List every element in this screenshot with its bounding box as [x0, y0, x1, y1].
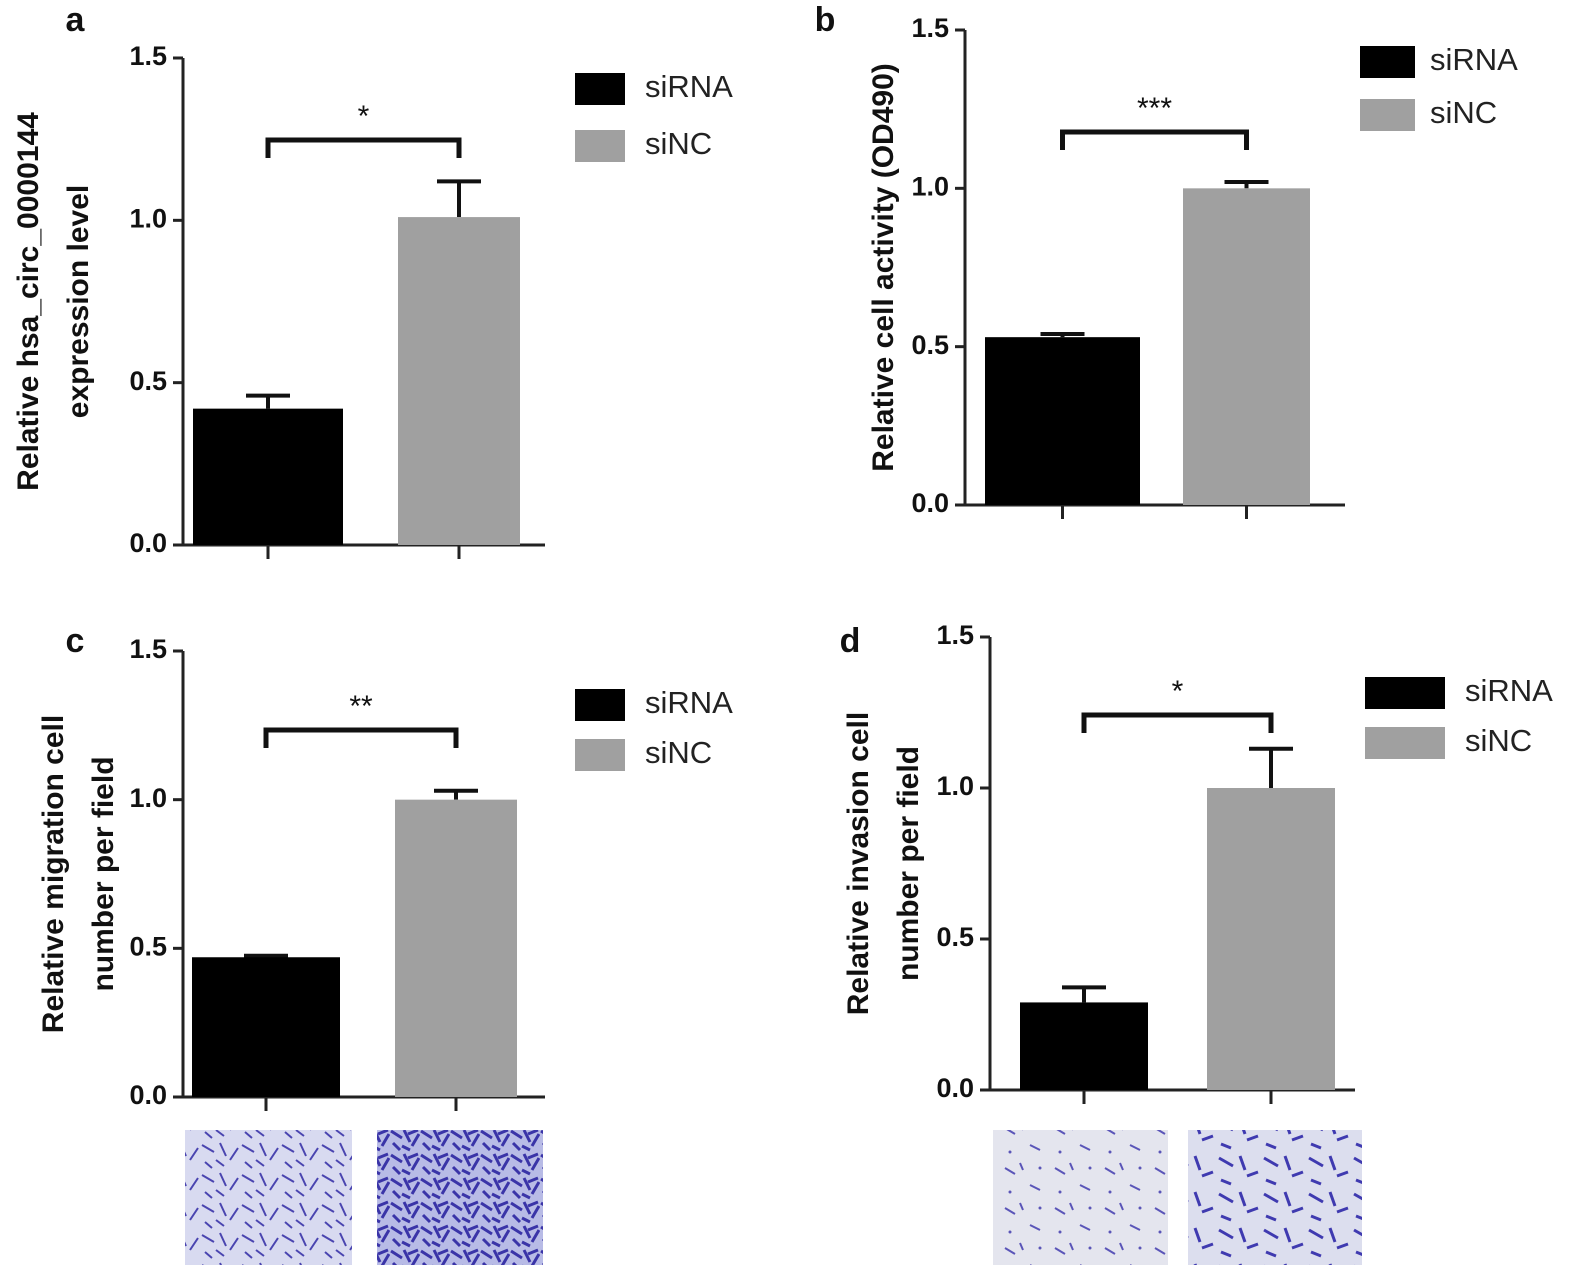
y-tick-label: 0.0 — [936, 1073, 974, 1103]
y-tick-label: 1.0 — [936, 771, 974, 801]
significance-bracket — [1060, 129, 1249, 150]
significance-label: * — [358, 100, 370, 133]
panel-label: a — [66, 1, 86, 39]
bar — [1020, 1002, 1148, 1090]
bar — [192, 957, 340, 1097]
micrograph — [993, 1130, 1168, 1265]
bar — [193, 408, 343, 545]
y-tick-label: 1.0 — [129, 783, 167, 813]
bar — [1183, 188, 1310, 506]
legend-label: siNC — [1465, 723, 1532, 758]
micrograph — [1188, 1130, 1362, 1265]
panel-label: d — [840, 622, 861, 660]
legend-swatch — [575, 689, 625, 721]
y-axis-label: expression level — [62, 185, 95, 418]
y-axis-label: Relative cell activity (OD490) — [867, 63, 900, 472]
legend-label: siRNA — [645, 685, 733, 720]
micrograph — [185, 1130, 352, 1265]
panel-label: c — [66, 622, 85, 660]
legend-label: siRNA — [1430, 42, 1518, 77]
y-tick-label: 0.0 — [129, 528, 167, 558]
y-tick-label: 0.5 — [936, 922, 974, 952]
y-axis-label: number per field — [87, 756, 120, 991]
bar — [1207, 788, 1335, 1090]
y-tick-label: 1.0 — [129, 203, 167, 233]
legend-label: siNC — [1430, 95, 1497, 130]
micrograph — [377, 1130, 543, 1265]
panel-label: b — [815, 1, 836, 39]
y-tick-label: 1.5 — [129, 41, 167, 71]
y-tick-label: 1.5 — [911, 13, 949, 43]
significance-bracket — [1081, 712, 1274, 733]
bar — [398, 217, 520, 545]
y-tick-label: 0.0 — [129, 1080, 167, 1110]
y-tick-label: 1.0 — [911, 171, 949, 201]
legend-swatch — [1365, 677, 1445, 709]
y-tick-label: 0.5 — [129, 931, 167, 961]
significance-bracket — [263, 727, 459, 748]
y-tick-label: 1.5 — [129, 634, 167, 664]
y-tick-label: 0.5 — [911, 330, 949, 360]
bar — [395, 799, 517, 1097]
legend-swatch — [575, 73, 625, 105]
y-axis-label: Relative invasion cell — [842, 712, 875, 1015]
significance-label: *** — [1137, 92, 1172, 125]
y-axis-label: Relative hsa_circ_0000144 — [12, 112, 45, 491]
legend-swatch — [1360, 46, 1415, 78]
y-tick-label: 0.5 — [129, 366, 167, 396]
y-axis-label: Relative migration cell — [37, 715, 70, 1033]
y-axis-label: number per field — [892, 746, 925, 981]
legend-swatch — [575, 130, 625, 162]
bar — [985, 337, 1140, 505]
legend-swatch — [1360, 99, 1415, 131]
y-tick-label: 1.5 — [936, 620, 974, 650]
significance-label: ** — [349, 690, 373, 723]
y-tick-label: 0.0 — [911, 488, 949, 518]
legend-swatch — [575, 739, 625, 771]
legend-label: siRNA — [645, 69, 733, 104]
legend-swatch — [1365, 727, 1445, 759]
legend-label: siRNA — [1465, 673, 1553, 708]
legend-label: siNC — [645, 735, 712, 770]
significance-bracket — [265, 137, 462, 158]
significance-label: * — [1172, 675, 1184, 708]
legend-label: siNC — [645, 126, 712, 161]
